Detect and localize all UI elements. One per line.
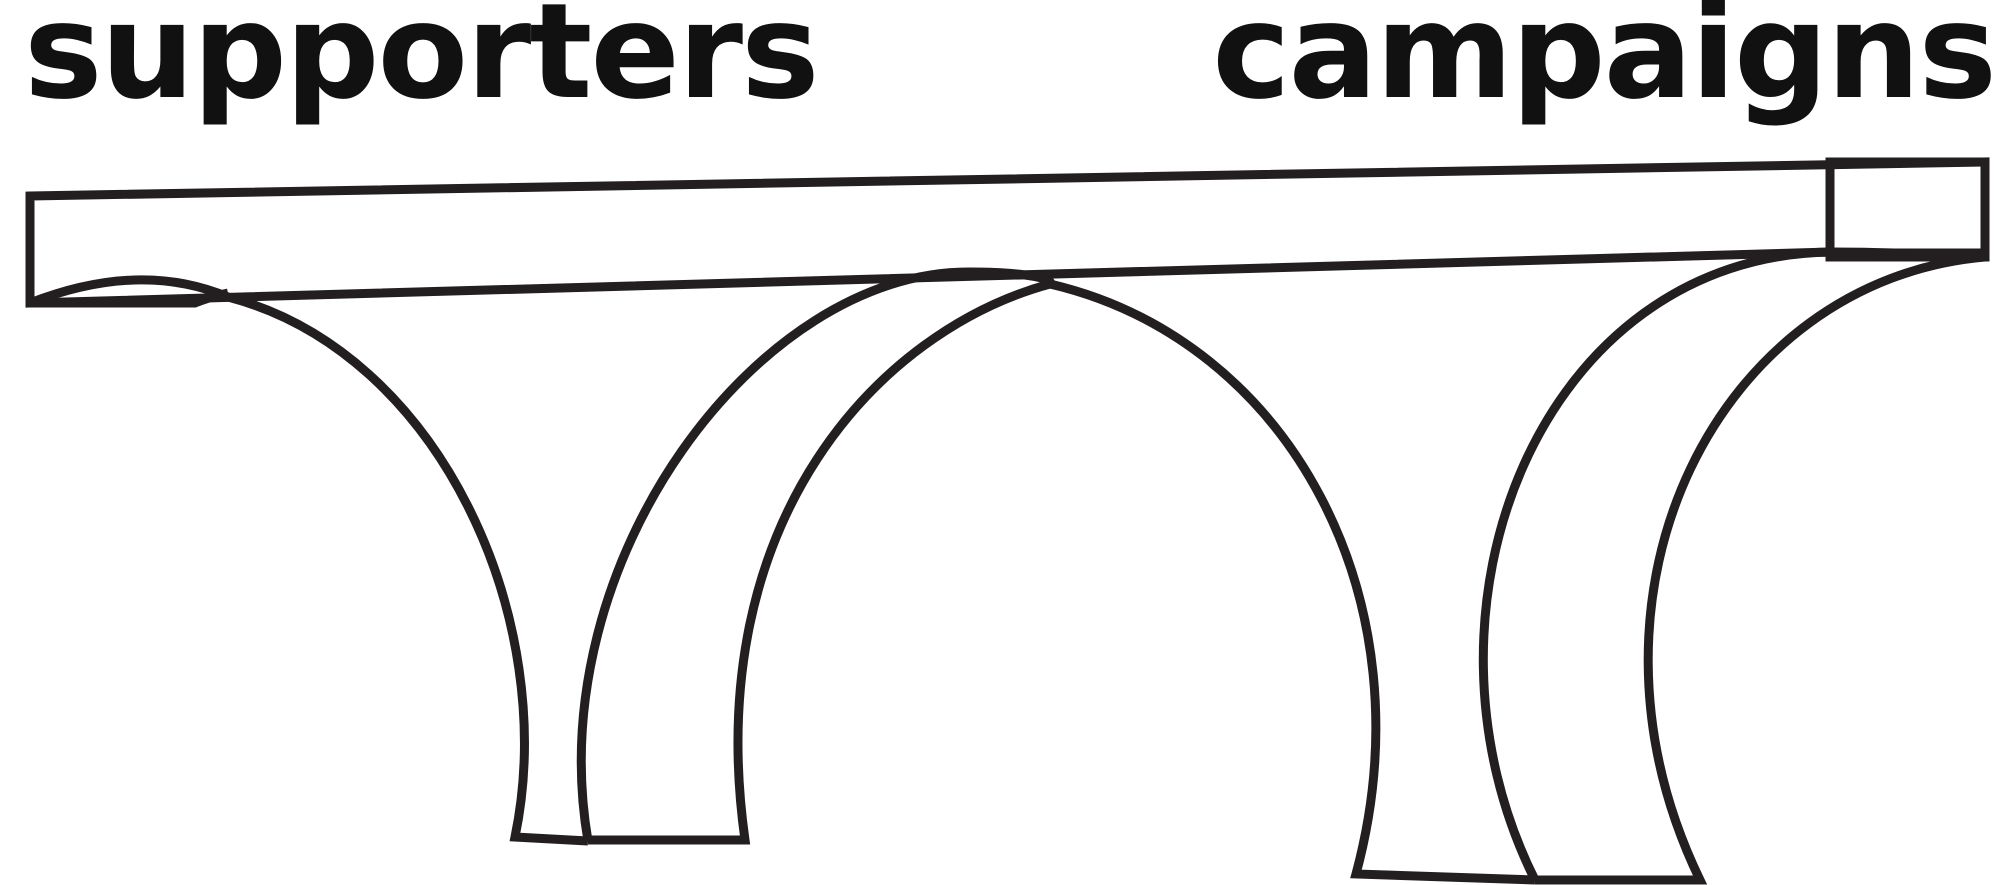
- arch-far-right: [1478, 247, 1986, 885]
- arch-center: [576, 267, 1056, 845]
- deck-end-block: [1825, 157, 1990, 258]
- arch-right: [1048, 279, 1536, 885]
- label-supporters: supporters: [24, 0, 820, 129]
- arch-left: [28, 275, 589, 846]
- arch-left-underside: [30, 288, 229, 308]
- label-campaigns: campaigns: [1212, 0, 1995, 129]
